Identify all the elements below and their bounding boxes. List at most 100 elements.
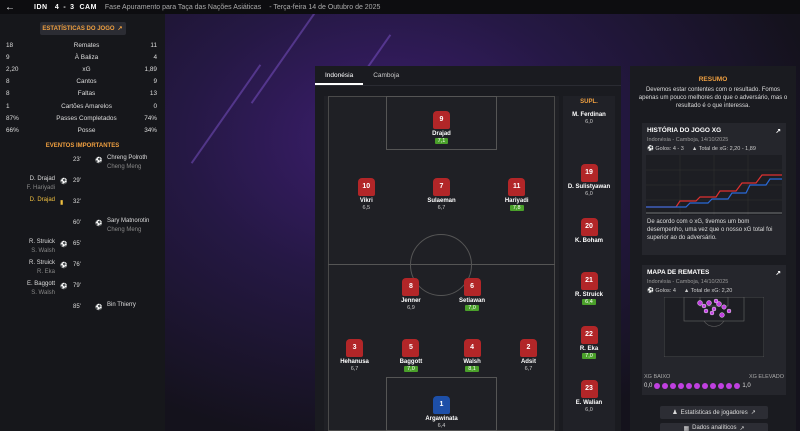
away-stat-value: 9 (153, 78, 157, 86)
summary-title: RESUMO (698, 76, 728, 83)
player-argawinata[interactable]: 1 Argawinata 6,4 (424, 395, 460, 429)
event-row: D. Drajad F. Hariyadi ⚽ 29' (0, 174, 165, 195)
player-jenner[interactable]: 8 Jenner 6,9 (393, 278, 429, 311)
xg-dot (726, 383, 733, 389)
xg-card-goals: Golos: 4 - 3 (655, 146, 684, 152)
player-drajad[interactable]: 9 Drajad 7,1 (424, 110, 460, 144)
shot-card-title: MAPA DE REMATES (647, 269, 710, 276)
player-vikri[interactable]: 10 Vikri 6,5 (348, 177, 384, 211)
event-player: Sary Matnorotin (107, 217, 150, 224)
tab-indonesia[interactable]: Indonésia (315, 66, 364, 85)
shirt-number: 19 (585, 169, 593, 176)
shirt-icon: 4 (463, 338, 481, 357)
player-rating: 6,4 (582, 299, 596, 305)
xg-total-stat: ▲ Total de xG: 2,20 (684, 288, 732, 294)
xg-scale: XG BAIXO XG ELEVADO 0,0 1,0 (644, 374, 784, 389)
away-team-code: CAM (79, 3, 97, 11)
arrow-left-icon[interactable]: ← (5, 1, 15, 13)
stat-name: Faltas (77, 90, 96, 98)
away-stat-value: 11 (150, 41, 157, 49)
shot-map (664, 297, 764, 357)
stat-name: À Baliza (74, 53, 99, 61)
stat-name: Cartões Amarelos (61, 102, 112, 110)
player-name: M. Ferdinan (572, 112, 606, 118)
home-score: 4 (54, 3, 60, 11)
event-player: D. Drajad (29, 175, 55, 182)
xg-card-subtitle: Indonésia - Camboja, 14/10/2025 (647, 137, 729, 143)
home-stat-value: 8 (6, 90, 10, 98)
substitute-player[interactable]: M. Ferdinan 6,0 (563, 110, 615, 125)
player-name: Hehanusa (340, 358, 369, 365)
player-name: Adsit (520, 358, 536, 365)
player-rating: 6,0 (585, 407, 593, 413)
player-rating: 6,0 (585, 191, 593, 197)
expand-icon[interactable]: ↗ (775, 270, 781, 277)
player-name: Hariyadi (504, 197, 529, 204)
shirt-number: 21 (585, 277, 593, 284)
stats-list: 18 Remates 11 9 À Baliza 4 2,20 xG 1,89 8 Cantos 9 8… (0, 39, 165, 137)
shirt-icon: 22 (580, 326, 598, 344)
events-title: EVENTOS IMPORTANTES (45, 142, 120, 149)
player-name: D. Sulistyawan (567, 184, 611, 190)
xg-history-card[interactable]: HISTÓRIA DO JOGO XG ↗ Indonésia - Camboja… (642, 123, 786, 255)
shirt-number: 2 (526, 343, 531, 351)
analytics-button[interactable]: ▦ Dados analíticos ↗ (660, 423, 768, 431)
stat-name: xG (82, 65, 91, 73)
substitute-player[interactable]: 21 R. Struick 6,4 (563, 272, 615, 305)
home-stat-value: 9 (6, 53, 10, 61)
ball-icon: ⚽ (60, 178, 68, 185)
xg-card-text: De acordo com o xG, tivemos um bom desem… (647, 219, 773, 241)
substitute-player[interactable]: 19 D. Sulistyawan 6,0 (563, 164, 615, 197)
stat-row: 87% Passes Completados 74% (0, 112, 165, 124)
home-team-code: IDN (34, 3, 48, 11)
tab-camboja[interactable]: Camboja (373, 72, 400, 79)
home-xg-line (646, 174, 782, 208)
shirt-icon: 2 (519, 338, 537, 357)
expand-icon[interactable]: ↗ (775, 128, 781, 135)
player-baggott[interactable]: 5 Baggott 7,0 (393, 338, 429, 372)
player-rating: 7,0 (404, 365, 418, 372)
lineup-panel: Indonésia Camboja 9 Drajad 7,1 10 Vikri 6,5 7 S… (315, 66, 621, 431)
event-assist: S. Walsh (31, 289, 55, 296)
event-row: D. Drajad ▮ 32' (0, 195, 165, 216)
substitutes-panel: SUPL. M. Ferdinan 6,0 19 D. Sulistyawan 6,0 2… (563, 96, 615, 431)
xg-card-total: Total de xG: 2,20 - 1,89 (698, 146, 756, 152)
shirt-icon: 19 (580, 164, 598, 182)
shirt-number: 1 (439, 400, 444, 408)
chart-icon: ▲ (683, 288, 690, 294)
xg-dot (702, 383, 709, 389)
substitute-player[interactable]: 20 K. Boham (563, 218, 615, 244)
shot-card-total: Total de xG: 2,20 (690, 288, 733, 294)
home-stat-value: 18 (6, 41, 14, 49)
stat-row: 66% Posse 34% (0, 124, 165, 136)
player-name: Jenner (401, 298, 421, 305)
xg-dot (694, 383, 701, 389)
ball-icon: ⚽ (95, 220, 103, 227)
player-hariyadi[interactable]: 11 Hariyadi 7,8 (499, 177, 535, 211)
player-rating: 6,5 (362, 204, 371, 211)
shirt-number: 22 (585, 331, 593, 338)
player-setiawan[interactable]: 6 Setiawan 7,0 (454, 278, 490, 312)
stat-name: Cantos (76, 78, 97, 86)
stat-row: 8 Faltas 13 (0, 88, 165, 100)
player-stats-button[interactable]: ♟ Estatísticas de jogadores ↗ (660, 406, 768, 419)
player-walsh[interactable]: 4 Walsh 8,1 (454, 338, 490, 372)
match-stats-button[interactable]: ESTATÍSTICAS DO JOGO ↗ (39, 22, 126, 35)
substitute-player[interactable]: 23 E. Walian 6,0 (563, 380, 615, 413)
player-sulaeman[interactable]: 7 Sulaeman 6,7 (424, 177, 460, 211)
summary-text: Devemos estar contentes com o resultado.… (638, 87, 788, 109)
subs-title: SUPL. (580, 99, 598, 105)
xg-timeline-chart (646, 155, 782, 215)
left-panel: ESTATÍSTICAS DO JOGO ↗ 18 Remates 11 9 À Bal… (0, 14, 165, 431)
shirt-number: 8 (408, 283, 413, 291)
player-adsit[interactable]: 2 Adsit 6,7 (510, 338, 546, 372)
event-row: R. Struick S. Walsh ⚽ 65' (0, 237, 165, 258)
event-player: Chreng Polroth (107, 154, 148, 161)
xg-dot (662, 383, 669, 389)
shot-map-card[interactable]: MAPA DE REMATES ↗ Indonésia - Camboja, 14… (642, 265, 786, 395)
ball-icon: ⚽ (95, 157, 103, 164)
player-hehanusa[interactable]: 3 Hehanusa 6,7 (337, 338, 373, 372)
xg-dot (734, 383, 741, 389)
substitute-player[interactable]: 22 R. Eka 7,0 (563, 326, 615, 359)
away-xg-line (646, 178, 782, 208)
